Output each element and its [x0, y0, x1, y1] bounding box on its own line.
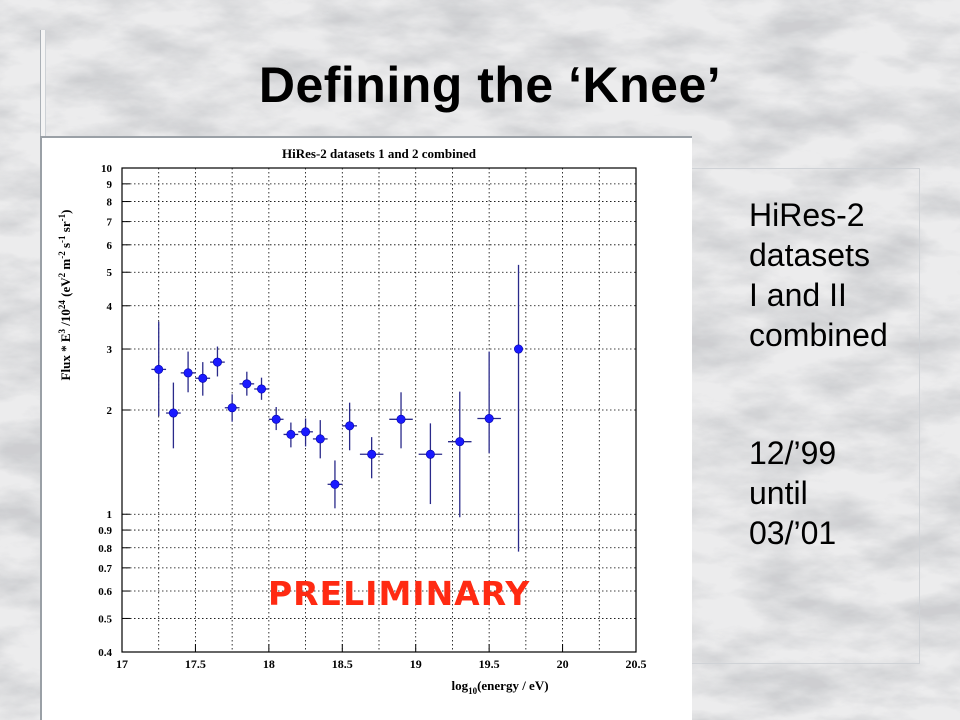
data-marker: [212, 357, 222, 367]
y-tick-label: 4: [107, 301, 113, 313]
x-tick-label: 20: [557, 657, 569, 671]
data-marker: [168, 408, 178, 418]
y-tick-label: 3: [107, 344, 113, 356]
side-text-line-1: HiRes-2: [749, 197, 865, 233]
y-tick-label: 0.8: [98, 543, 112, 555]
data-point: [180, 351, 196, 393]
data-marker: [183, 368, 193, 378]
y-tick-label: 0.7: [98, 563, 112, 575]
data-point: [514, 264, 524, 552]
data-point: [254, 377, 269, 400]
plot-frame: [121, 167, 637, 653]
y-tick-label: 0.9: [98, 525, 112, 537]
data-point: [448, 391, 472, 518]
data-marker: [301, 427, 311, 437]
x-axis-label: log10(energy / eV): [451, 678, 548, 696]
y-tick-label: 5: [107, 267, 113, 279]
data-point: [418, 423, 443, 505]
y-tick-label: 0.4: [98, 647, 112, 659]
y-tick-label: 1: [107, 509, 113, 521]
data-marker: [425, 449, 435, 459]
y-tick-label: 0.6: [98, 586, 112, 598]
plot-panel: [40, 136, 692, 720]
tick-labels: 17 17.5 18 18.5 19 19.5 20 20.50.40.50.60.70.80…: [98, 163, 646, 671]
slide-title: Defining the ‘Knee’: [258, 57, 722, 113]
date-text-line-1: 12/’99: [749, 435, 837, 471]
data-point: [268, 407, 284, 431]
y-tick-label: 9: [107, 179, 113, 191]
date-text-line-2: until: [749, 475, 808, 511]
y-axis-label: Flux * E3 /1024 (eV2 m-2 s-1 sr-1): [57, 210, 73, 381]
data-point: [389, 392, 413, 449]
data-marker: [367, 449, 377, 459]
side-text-line-4: combined: [749, 317, 888, 353]
data-marker: [330, 479, 340, 489]
data-point: [166, 382, 181, 449]
y-tick-label: 7: [107, 217, 113, 229]
y-tick-label: 8: [107, 197, 113, 209]
y-tick-label: 10: [101, 163, 113, 175]
data-points: [151, 264, 524, 552]
data-marker: [154, 364, 164, 374]
data-marker: [198, 373, 208, 383]
date-text-line-3: 03/’01: [749, 515, 837, 551]
data-point: [283, 422, 299, 448]
preliminary-stamp: PRELIMINARY: [268, 574, 531, 613]
data-point: [477, 351, 501, 454]
x-tick-label: 18: [263, 657, 275, 671]
y-tick-label: 0.5: [98, 613, 112, 625]
side-text-line-2: datasets: [749, 237, 870, 273]
data-marker: [227, 403, 237, 413]
data-point: [195, 362, 211, 396]
data-marker: [396, 414, 406, 424]
y-tick-label: 2: [107, 405, 113, 417]
data-point: [327, 460, 343, 509]
data-marker: [271, 414, 281, 424]
data-marker: [242, 379, 252, 389]
data-marker: [514, 344, 524, 354]
data-marker: [455, 437, 465, 447]
data-point: [359, 437, 384, 479]
text-panel: HiRes-2 datasets I and II combined 12/’9…: [688, 168, 920, 664]
x-tick-label: 19.5: [479, 657, 500, 671]
data-point: [151, 321, 167, 417]
data-point: [224, 394, 240, 422]
x-tick-label: 18.5: [332, 657, 353, 671]
side-text-line-3: I and II: [749, 277, 847, 313]
data-point: [342, 402, 357, 451]
data-marker: [286, 429, 296, 439]
data-point: [210, 346, 225, 377]
data-point: [239, 371, 255, 396]
y-tick-label: 6: [107, 240, 113, 252]
x-tick-label: 20.5: [626, 657, 647, 671]
x-tick-label: 19: [410, 657, 422, 671]
x-tick-label: 17: [116, 657, 128, 671]
flux-chart: 17 17.5 18 18.5 19 19.5 20 20.50.40.50.60.70.80…: [57, 146, 647, 696]
data-point: [298, 418, 313, 447]
chart-title: HiRes-2 datasets 1 and 2 combined: [282, 146, 477, 161]
data-marker: [257, 384, 267, 394]
data-point: [312, 420, 328, 459]
grid: [121, 167, 637, 653]
data-marker: [315, 434, 325, 444]
x-tick-label: 17.5: [185, 657, 206, 671]
data-marker: [345, 421, 355, 431]
data-marker: [484, 414, 494, 424]
decorative-bar: [40, 30, 46, 136]
